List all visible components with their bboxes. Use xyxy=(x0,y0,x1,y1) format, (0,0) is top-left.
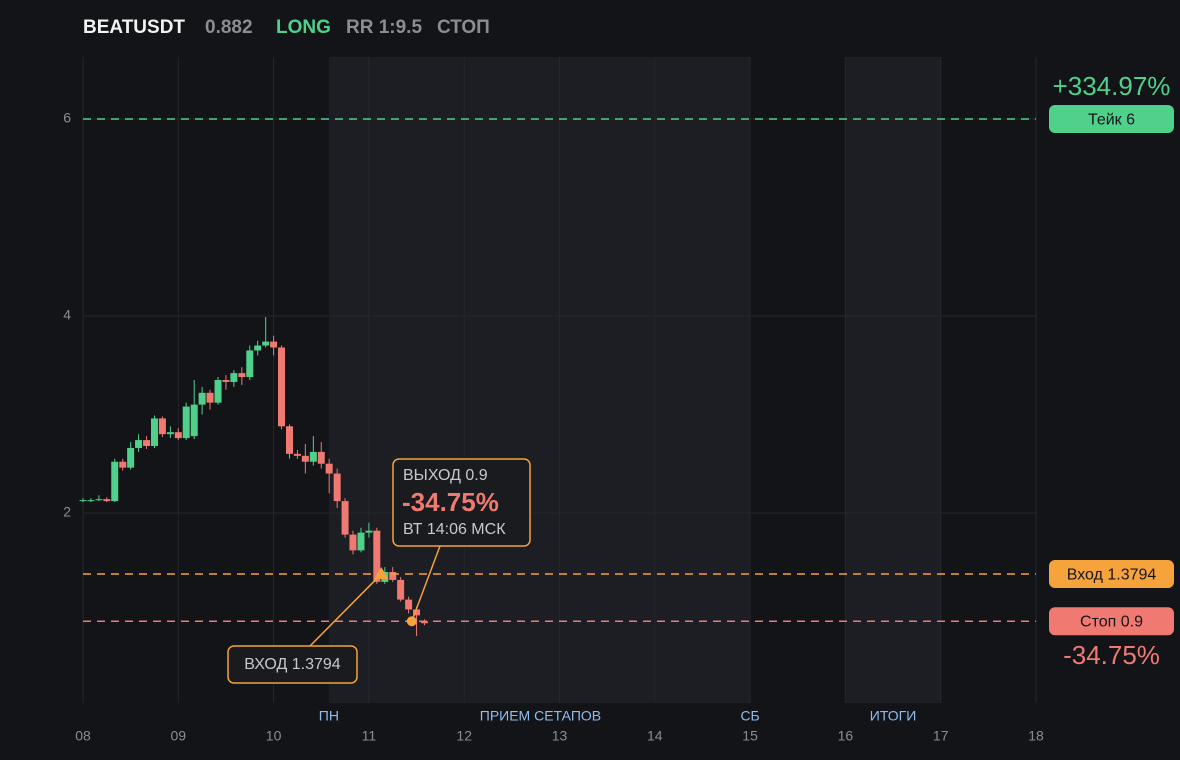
candle-body xyxy=(293,453,301,456)
exit-marker xyxy=(406,616,417,627)
x-tick-label: 12 xyxy=(456,728,472,744)
candle-body xyxy=(270,341,278,348)
x-tick-label: 08 xyxy=(75,728,91,744)
candle-body xyxy=(365,530,373,533)
candle-body xyxy=(87,500,95,502)
candle-body xyxy=(190,404,198,437)
session-shade xyxy=(845,57,941,703)
candle-body xyxy=(198,392,206,405)
candle-body xyxy=(182,406,190,439)
level-badge xyxy=(1049,560,1174,589)
candle-body xyxy=(262,341,270,346)
candle-body xyxy=(95,499,103,501)
entry-label: ВХОД 1.3794 xyxy=(244,656,341,673)
side: LONG xyxy=(276,17,331,38)
candle-body xyxy=(166,432,174,435)
candle-body xyxy=(357,532,365,551)
session-shade xyxy=(328,57,751,703)
entry-marker xyxy=(374,567,389,580)
level-badge xyxy=(1049,607,1174,636)
x-tick-label: 15 xyxy=(742,728,758,744)
candle-body xyxy=(286,426,294,454)
price: 0.882 xyxy=(205,17,253,38)
candle-body xyxy=(127,447,135,468)
candle-body xyxy=(158,418,166,435)
x-tick-label: 09 xyxy=(171,728,187,744)
candle-body xyxy=(317,451,325,464)
candle-body xyxy=(397,579,405,600)
x-tick-label: 18 xyxy=(1028,728,1044,744)
entry-box xyxy=(227,645,358,684)
exit-box xyxy=(392,458,531,547)
candle-body xyxy=(333,473,341,502)
y-tick-label: 6 xyxy=(63,110,71,126)
candle-body xyxy=(214,380,222,403)
y-tick-label: 2 xyxy=(63,504,71,520)
level-badge xyxy=(1049,105,1174,134)
session-label: ИТОГИ xyxy=(870,708,917,724)
candle-body xyxy=(349,534,357,551)
exit-connector xyxy=(411,545,441,622)
candle-body xyxy=(119,461,127,468)
candle-body xyxy=(341,501,349,535)
exit-time: ВТ 14:06 МСК xyxy=(403,521,506,538)
exit-label: ВЫХОД 0.9 xyxy=(403,467,488,484)
candle-body xyxy=(413,609,421,616)
session-label: ПРИЕМ СЕТАПОВ xyxy=(480,708,601,724)
candle-body xyxy=(79,500,87,502)
x-tick-label: 13 xyxy=(552,728,568,744)
candle-body xyxy=(325,463,333,474)
level-label: Вход 1.3794 xyxy=(1067,566,1157,583)
candle-body xyxy=(206,392,214,403)
candle-body xyxy=(309,451,317,462)
y-tick-label: 4 xyxy=(63,307,71,323)
candle-body xyxy=(246,350,254,378)
candle-body xyxy=(405,599,413,610)
candle-body xyxy=(150,418,158,446)
candle-body xyxy=(278,347,286,427)
candle-body xyxy=(143,440,151,446)
candle-body xyxy=(174,432,182,439)
candle-body xyxy=(373,530,381,582)
candle-body xyxy=(238,373,246,378)
level-pnl: -34.75% xyxy=(1063,640,1160,670)
session-label: ПН xyxy=(319,708,339,724)
level-label: Стоп 0.9 xyxy=(1080,613,1143,630)
candle-body xyxy=(103,499,111,502)
candle-body xyxy=(254,345,262,351)
x-tick-label: 14 xyxy=(647,728,663,744)
symbol: BEATUSDT xyxy=(83,17,185,38)
candle-body xyxy=(420,621,428,624)
level-pnl: +334.97% xyxy=(1053,71,1171,101)
x-tick-label: 17 xyxy=(933,728,949,744)
session-label: СБ xyxy=(740,708,759,724)
x-tick-label: 11 xyxy=(362,728,377,744)
exit-pnl: -34.75% xyxy=(402,487,499,517)
candle-body xyxy=(222,380,230,382)
candle-body xyxy=(389,572,397,580)
candle-body xyxy=(230,373,238,382)
candle-body xyxy=(301,455,309,462)
level-label: Тейк 6 xyxy=(1088,111,1135,128)
candle-body xyxy=(135,440,143,448)
entry-connector xyxy=(309,573,382,647)
x-tick-label: 16 xyxy=(838,728,854,744)
risk-reward: RR 1:9.5 xyxy=(346,17,422,38)
status: СТОП xyxy=(437,17,490,38)
candle-body xyxy=(111,461,119,502)
x-tick-label: 10 xyxy=(266,728,282,744)
